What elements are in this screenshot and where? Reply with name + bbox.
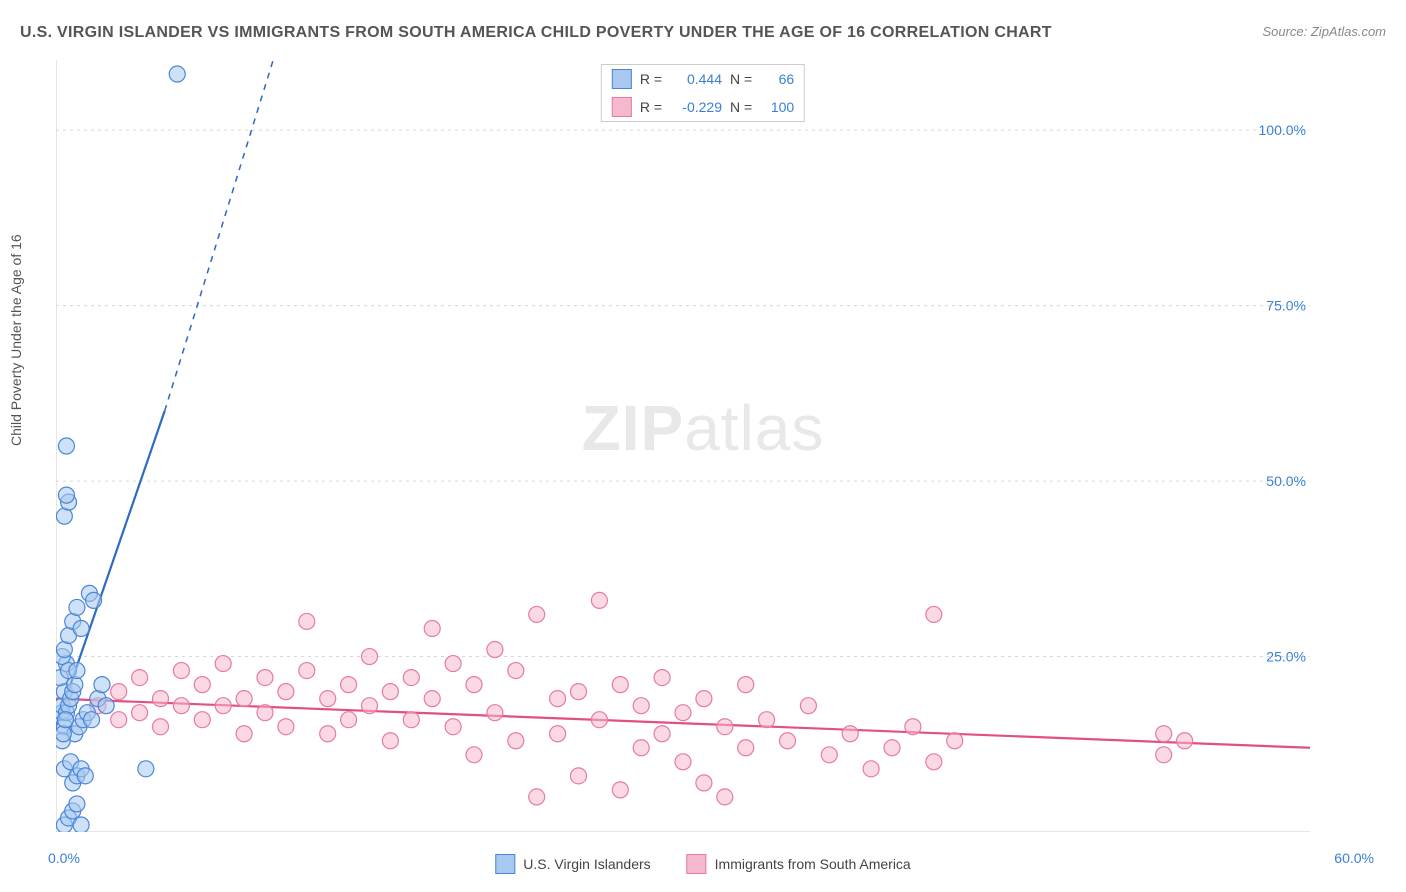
legend-item-1: Immigrants from South America (687, 854, 911, 874)
legend-row-series-1: R = -0.229 N = 100 (602, 93, 804, 121)
legend-swatch-1b (687, 854, 707, 874)
chart-title: U.S. VIRGIN ISLANDER VS IMMIGRANTS FROM … (20, 24, 1052, 42)
x-tick-min: 0.0% (48, 850, 80, 866)
legend-label-1: Immigrants from South America (715, 856, 911, 872)
legend-label-0: U.S. Virgin Islanders (523, 856, 650, 872)
n-label-1: N = (730, 99, 752, 115)
svg-text:50.0%: 50.0% (1266, 473, 1306, 489)
svg-text:25.0%: 25.0% (1266, 649, 1306, 665)
legend-item-0: U.S. Virgin Islanders (495, 854, 650, 874)
source-attribution: Source: ZipAtlas.com (1262, 24, 1386, 39)
scatter-chart: 25.0% 50.0% 75.0% 100.0% (56, 60, 1310, 832)
correlation-legend: R = 0.444 N = 66 R = -0.229 N = 100 (601, 64, 805, 122)
y-axis-label: Child Poverty Under the Age of 16 (8, 234, 24, 446)
n-value-1: 100 (760, 99, 794, 115)
svg-text:100.0%: 100.0% (1259, 122, 1306, 138)
svg-text:75.0%: 75.0% (1266, 298, 1306, 314)
r-label-0: R = (640, 71, 662, 87)
legend-swatch-0b (495, 854, 515, 874)
n-value-0: 66 (760, 71, 794, 87)
r-label-1: R = (640, 99, 662, 115)
n-label-0: N = (730, 71, 752, 87)
legend-swatch-0 (612, 69, 632, 89)
r-value-1: -0.229 (670, 99, 722, 115)
legend-row-series-0: R = 0.444 N = 66 (602, 65, 804, 93)
legend-swatch-1 (612, 97, 632, 117)
x-tick-max: 60.0% (1334, 850, 1374, 866)
chart-plot-area: 25.0% 50.0% 75.0% 100.0% (56, 60, 1310, 832)
series-legend: U.S. Virgin Islanders Immigrants from So… (495, 854, 910, 874)
r-value-0: 0.444 (670, 71, 722, 87)
